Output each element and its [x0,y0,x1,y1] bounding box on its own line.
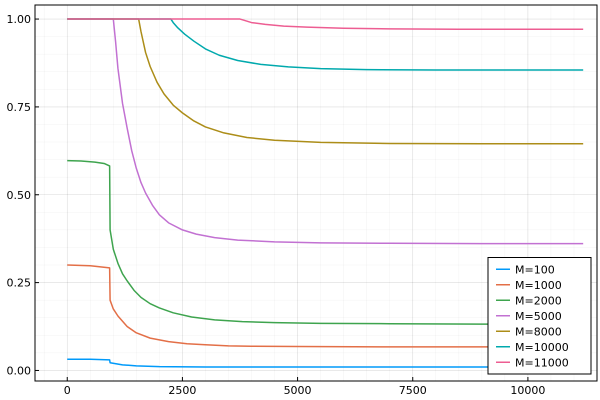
legend-label-m-100: M=100 [515,263,555,276]
x-tick-label: 5000 [284,384,312,397]
y-tick-label: 1.00 [7,13,32,26]
y-tick-label: 0.00 [7,364,32,377]
y-tick-label: 0.25 [7,277,32,290]
series-line-m-11000 [67,18,584,30]
plot-frame [34,4,598,382]
series-lines [67,18,584,368]
series-line-m-1000 [67,264,584,348]
x-tick-label: 10000 [510,384,545,397]
series-line-m-100 [67,358,584,368]
y-tick-label: 0.50 [7,189,32,202]
legend-label-m-10000: M=10000 [515,341,569,354]
axes: 0 2500 5000 7500 10000 0.00 0.25 0.50 0.75 1.00 [7,4,598,397]
x-tick-label: 2500 [168,384,196,397]
legend: M=100 M=1000 M=2000 M=5000 M=8000 M=10000 M=11… [487,257,592,375]
x-tick-label: 0 [64,384,71,397]
legend-label-m-8000: M=8000 [515,325,562,338]
legend-label-m-11000: M=11000 [515,356,569,369]
legend-label-m-2000: M=2000 [515,294,562,307]
series-line-m-2000 [67,159,584,325]
legend-label-m-5000: M=5000 [515,310,562,323]
legend-label-m-1000: M=1000 [515,279,562,292]
series-line-m-5000 [67,18,584,245]
series-line-m-10000 [67,18,584,71]
y-tick-label: 0.75 [7,101,32,114]
grid [35,5,597,381]
x-tick-label: 7500 [399,384,427,397]
series-line-m-8000 [67,18,584,145]
